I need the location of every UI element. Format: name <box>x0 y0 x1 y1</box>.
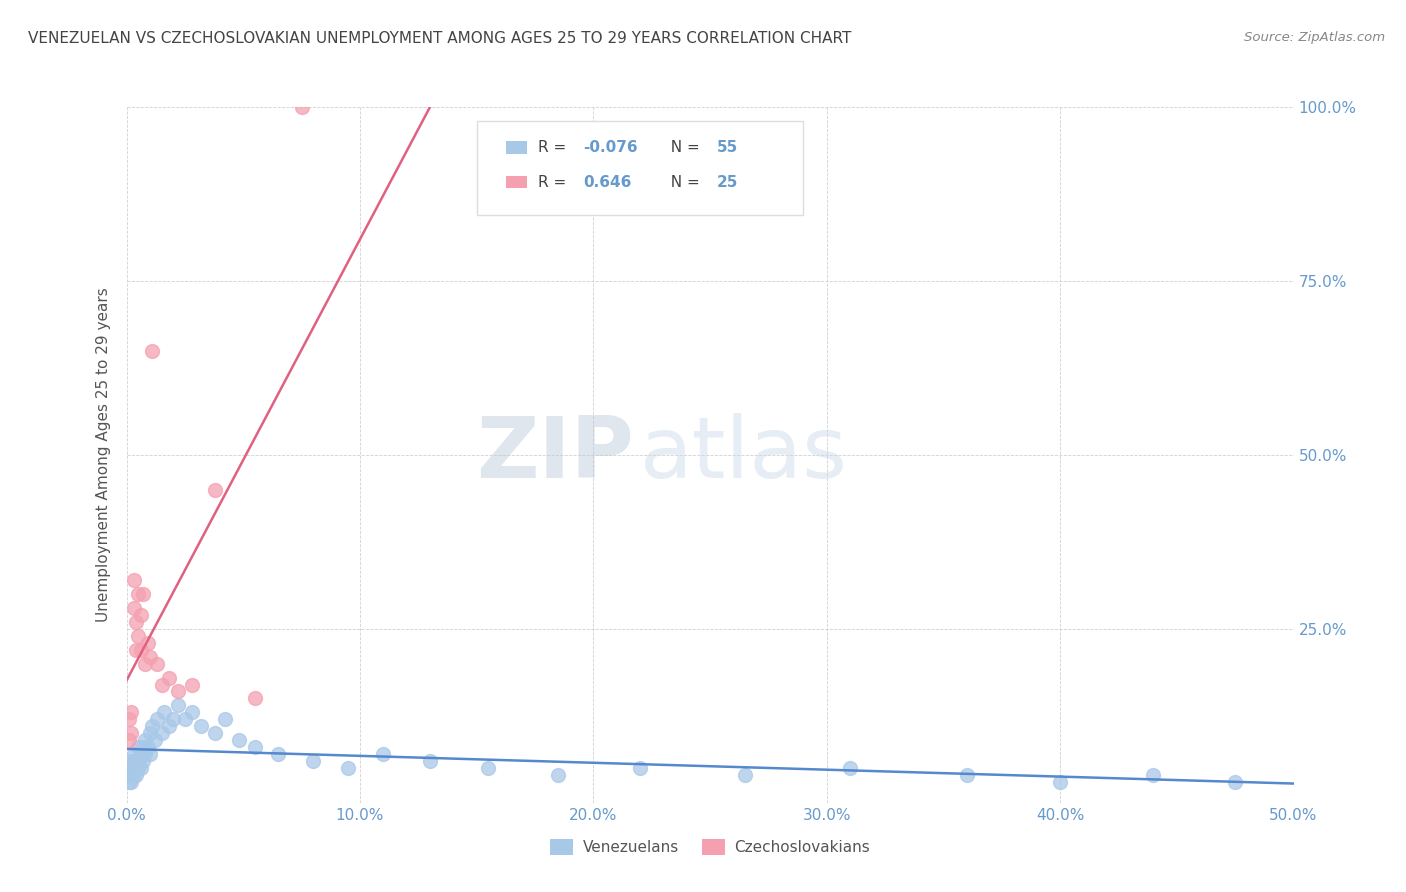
Point <box>243 740 266 755</box>
Point <box>125 768 148 782</box>
Point <box>204 483 226 497</box>
Point <box>120 726 142 740</box>
Point <box>956 768 979 782</box>
Point <box>373 747 395 761</box>
Point <box>125 615 148 629</box>
Point <box>167 698 190 713</box>
Point <box>243 691 266 706</box>
Point <box>134 747 156 761</box>
Point <box>122 768 145 782</box>
Point <box>122 761 145 775</box>
Point <box>134 733 156 747</box>
FancyBboxPatch shape <box>477 121 803 215</box>
Text: N =: N = <box>661 175 704 190</box>
Point <box>174 712 197 726</box>
Point <box>132 587 155 601</box>
Point <box>180 677 202 691</box>
Point <box>146 712 169 726</box>
Point <box>122 754 145 768</box>
Point <box>214 712 236 726</box>
Point <box>153 706 176 720</box>
Bar <box>506 176 527 188</box>
Point <box>136 636 159 650</box>
Point <box>139 726 162 740</box>
Point <box>125 754 148 768</box>
Point <box>120 761 142 775</box>
Point <box>150 677 173 691</box>
Point <box>127 740 149 755</box>
Bar <box>506 141 527 153</box>
Point <box>419 754 441 768</box>
Point <box>129 607 152 622</box>
Point <box>628 761 651 775</box>
Point <box>1142 768 1164 782</box>
Point <box>204 726 226 740</box>
Point <box>547 768 569 782</box>
Point <box>139 747 162 761</box>
Point <box>136 740 159 755</box>
Text: R =: R = <box>538 175 572 190</box>
Point <box>120 754 142 768</box>
Point <box>118 733 141 747</box>
Point <box>120 768 142 782</box>
Point <box>118 761 141 775</box>
Point <box>118 768 141 782</box>
Legend: Venezuelans, Czechoslovakians: Venezuelans, Czechoslovakians <box>544 833 876 862</box>
Point <box>1223 775 1246 789</box>
Text: N =: N = <box>661 140 704 155</box>
Point <box>180 706 202 720</box>
Point <box>290 100 312 114</box>
Point <box>167 684 190 698</box>
Point <box>132 740 155 755</box>
Point <box>125 642 148 657</box>
Text: 55: 55 <box>717 140 738 155</box>
Point <box>127 629 149 643</box>
Text: -0.076: -0.076 <box>583 140 637 155</box>
Point <box>839 761 862 775</box>
Point <box>118 775 141 789</box>
Point <box>127 587 149 601</box>
Point <box>129 642 152 657</box>
Point <box>146 657 169 671</box>
Point <box>1049 775 1071 789</box>
Point <box>139 649 162 664</box>
Point <box>134 657 156 671</box>
Text: VENEZUELAN VS CZECHOSLOVAKIAN UNEMPLOYMENT AMONG AGES 25 TO 29 YEARS CORRELATION: VENEZUELAN VS CZECHOSLOVAKIAN UNEMPLOYME… <box>28 31 852 46</box>
Point <box>143 733 166 747</box>
Point <box>302 754 325 768</box>
Point <box>267 747 290 761</box>
Point <box>734 768 756 782</box>
Point <box>129 747 152 761</box>
Point <box>122 573 145 587</box>
Point <box>141 719 163 733</box>
Point <box>228 733 250 747</box>
Point <box>157 671 180 685</box>
Point <box>125 761 148 775</box>
Point <box>477 761 499 775</box>
Text: ZIP: ZIP <box>477 413 634 497</box>
Point <box>118 712 141 726</box>
Y-axis label: Unemployment Among Ages 25 to 29 years: Unemployment Among Ages 25 to 29 years <box>96 287 111 623</box>
Point <box>132 754 155 768</box>
Point <box>141 343 163 358</box>
Text: atlas: atlas <box>640 413 848 497</box>
Text: 25: 25 <box>717 175 738 190</box>
Point <box>157 719 180 733</box>
Point <box>150 726 173 740</box>
Point <box>190 719 212 733</box>
Point <box>337 761 360 775</box>
Text: R =: R = <box>538 140 572 155</box>
Point <box>129 761 152 775</box>
Text: Source: ZipAtlas.com: Source: ZipAtlas.com <box>1244 31 1385 45</box>
Point <box>122 747 145 761</box>
Point <box>122 601 145 615</box>
Point <box>127 761 149 775</box>
Point <box>120 775 142 789</box>
Point <box>120 706 142 720</box>
Point <box>162 712 184 726</box>
Point <box>127 754 149 768</box>
Text: 0.646: 0.646 <box>583 175 631 190</box>
